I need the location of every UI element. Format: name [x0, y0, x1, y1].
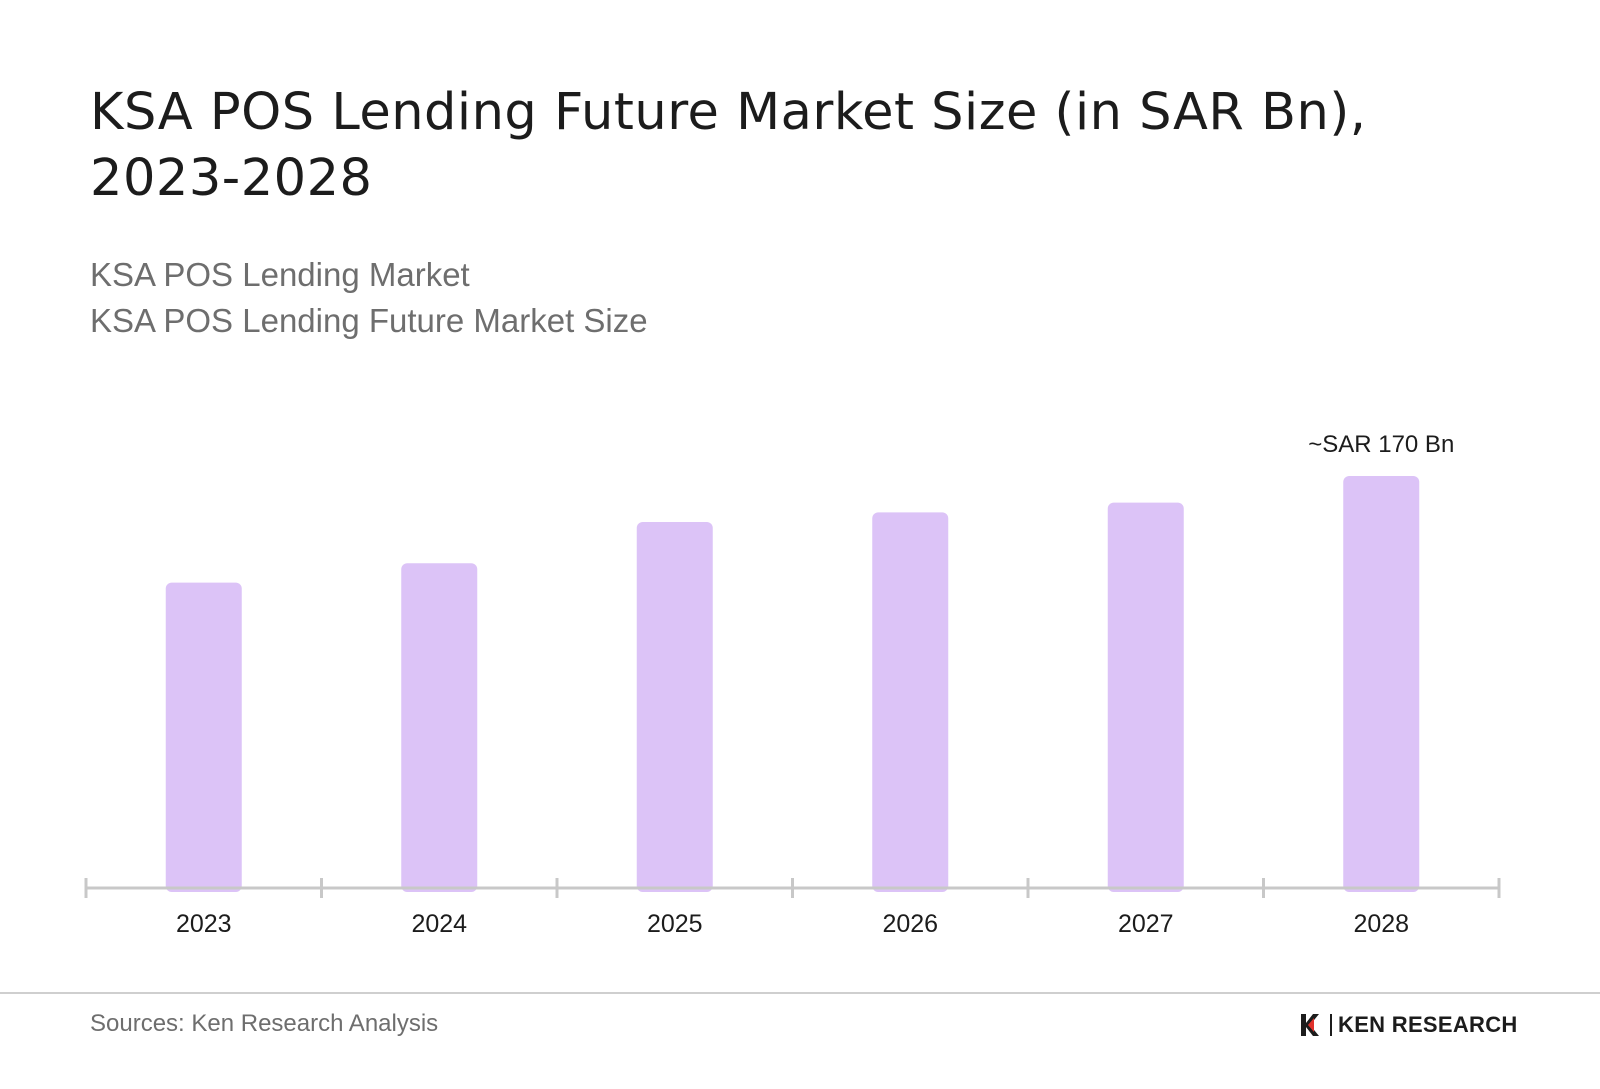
- logo-divider: [1330, 1014, 1332, 1036]
- logo-text: KEN RESEARCH: [1338, 1012, 1518, 1037]
- bar-2025: [636, 522, 713, 892]
- chart-title-line-2: 2023-2028: [90, 149, 373, 208]
- x-tick-label-2028: 2028: [1353, 910, 1409, 938]
- footer-divider: [0, 992, 1600, 994]
- chart-title-line-1: KSA POS Lending Future Market Size (in S…: [90, 83, 1367, 142]
- bar-2028: [1343, 476, 1420, 892]
- bar-2027: [1107, 502, 1184, 892]
- x-tick-label-2026: 2026: [882, 910, 938, 938]
- subtitle-line-2: KSA POS Lending Future Market Size: [90, 302, 648, 339]
- data-label-2028: ~SAR 170 Bn: [1308, 431, 1454, 458]
- x-tick-label-2027: 2027: [1118, 910, 1174, 938]
- subtitle-line-1: KSA POS Lending Market: [90, 256, 470, 293]
- x-tick-label-2024: 2024: [411, 910, 467, 938]
- bar-2023: [165, 582, 242, 892]
- ken-research-logo-icon: [1301, 1014, 1319, 1036]
- sources-note: Sources: Ken Research Analysis: [90, 1010, 439, 1037]
- ken-research-logo: KEN RESEARCH: [1298, 1012, 1518, 1038]
- bar-2026: [872, 512, 949, 892]
- chart-subtitle: KSA POS Lending Market KSA POS Lending F…: [90, 252, 648, 344]
- x-tick-label-2025: 2025: [647, 910, 703, 938]
- chart-title: KSA POS Lending Future Market Size (in S…: [90, 80, 1490, 212]
- x-tick-label-2023: 2023: [176, 910, 232, 938]
- bar-2024: [401, 563, 478, 892]
